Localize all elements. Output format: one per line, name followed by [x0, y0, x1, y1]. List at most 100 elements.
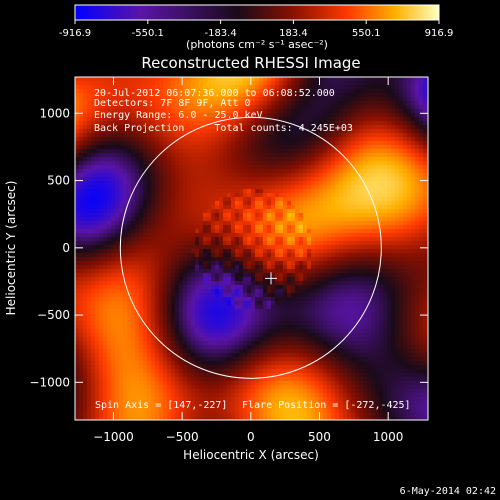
heatmap-cell: [115, 117, 119, 121]
heatmap-cell: [155, 205, 159, 209]
heatmap-cell: [111, 153, 115, 157]
heatmap-cell: [331, 129, 335, 133]
heatmap-cell: [159, 261, 163, 265]
heatmap-cell: [363, 225, 367, 229]
heatmap-cell: [115, 217, 119, 221]
heatmap-cell: [335, 81, 339, 85]
heatmap-cell: [99, 149, 103, 153]
heatmap-cell: [267, 253, 271, 257]
heatmap-cell: [387, 281, 391, 285]
heatmap-cell: [119, 133, 123, 137]
heatmap-cell: [167, 161, 171, 165]
heatmap-cell: [275, 153, 279, 157]
heatmap-cell: [259, 129, 263, 133]
heatmap-cell: [359, 237, 363, 241]
heatmap-cell: [363, 173, 367, 177]
heatmap-cell: [147, 77, 151, 81]
heatmap-cell: [403, 121, 407, 125]
heatmap-cell: [251, 273, 255, 277]
heatmap-cell: [411, 289, 415, 293]
heatmap-cell: [351, 137, 355, 141]
heatmap-cell: [359, 265, 363, 269]
heatmap-cell: [259, 249, 263, 253]
heatmap-cell: [135, 273, 139, 277]
heatmap-cell: [99, 141, 103, 145]
heatmap-cell: [383, 257, 387, 261]
heatmap-cell: [215, 265, 219, 269]
heatmap-cell: [167, 117, 171, 121]
heatmap-cell: [307, 237, 311, 241]
heatmap-cell: [235, 185, 239, 189]
heatmap-cell: [227, 185, 231, 189]
heatmap-cell: [75, 93, 79, 97]
heatmap-cell: [79, 121, 83, 125]
heatmap-cell: [303, 121, 307, 125]
heatmap-cell: [127, 249, 131, 253]
heatmap-cell: [223, 129, 227, 133]
heatmap-cell: [391, 233, 395, 237]
heatmap-cell: [335, 93, 339, 97]
heatmap-cell: [251, 233, 255, 237]
heatmap-cell: [199, 177, 203, 181]
heatmap-cell: [243, 205, 247, 209]
heatmap-cell: [227, 125, 231, 129]
heatmap-cell: [315, 213, 319, 217]
heatmap-cell: [187, 125, 191, 129]
heatmap-cell: [167, 193, 171, 197]
heatmap-cell: [271, 293, 275, 297]
heatmap-cell: [191, 153, 195, 157]
heatmap-cell: [407, 81, 411, 85]
heatmap-cell: [247, 141, 251, 145]
heatmap-cell: [75, 233, 79, 237]
heatmap-cell: [231, 213, 235, 217]
heatmap-cell: [243, 77, 247, 81]
colorbar: -916.9 -550.1 -183.4 183.4 550.1 916.9 (photo…: [59, 4, 453, 51]
heatmap-cell: [359, 241, 363, 245]
heatmap-cell: [111, 189, 115, 193]
heatmap-cell: [179, 213, 183, 217]
heatmap-cell: [383, 129, 387, 133]
heatmap-cell: [235, 181, 239, 185]
heatmap-cell: [383, 161, 387, 165]
heatmap-cell: [271, 221, 275, 225]
heatmap-cell: [99, 193, 103, 197]
heatmap-cell: [411, 217, 415, 221]
heatmap-cell: [131, 177, 135, 181]
heatmap-cell: [363, 169, 367, 173]
heatmap-cell: [91, 277, 95, 281]
heatmap-cell: [335, 85, 339, 89]
heatmap-cell: [375, 225, 379, 229]
heatmap-cell: [411, 253, 415, 257]
heatmap-cell: [327, 221, 331, 225]
heatmap-cell: [295, 281, 299, 285]
heatmap-cell: [199, 253, 203, 257]
heatmap-cell: [267, 225, 271, 229]
heatmap-cell: [239, 241, 243, 245]
heatmap-cell: [259, 245, 263, 249]
heatmap-cell: [231, 273, 235, 277]
heatmap-cell: [303, 225, 307, 229]
heatmap-cell: [407, 105, 411, 109]
heatmap-cell: [107, 225, 111, 229]
heatmap-cell: [271, 173, 275, 177]
heatmap-cell: [243, 253, 247, 257]
heatmap-cell: [267, 101, 271, 105]
heatmap-cell: [347, 217, 351, 221]
heatmap-cell: [139, 201, 143, 205]
heatmap-cell: [171, 293, 175, 297]
heatmap-cell: [315, 233, 319, 237]
heatmap-cell: [215, 213, 219, 217]
heatmap-cell: [283, 109, 287, 113]
heatmap-cell: [415, 257, 419, 261]
heatmap-cell: [263, 181, 267, 185]
heatmap-cell: [251, 189, 255, 193]
heatmap-cell: [175, 169, 179, 173]
heatmap-cell: [219, 233, 223, 237]
heatmap-cell: [415, 221, 419, 225]
heatmap-cell: [207, 141, 211, 145]
heatmap-cell: [195, 113, 199, 117]
heatmap-cell: [223, 293, 227, 297]
heatmap-cell: [267, 293, 271, 297]
heatmap-cell: [203, 89, 207, 93]
heatmap-cell: [155, 169, 159, 173]
